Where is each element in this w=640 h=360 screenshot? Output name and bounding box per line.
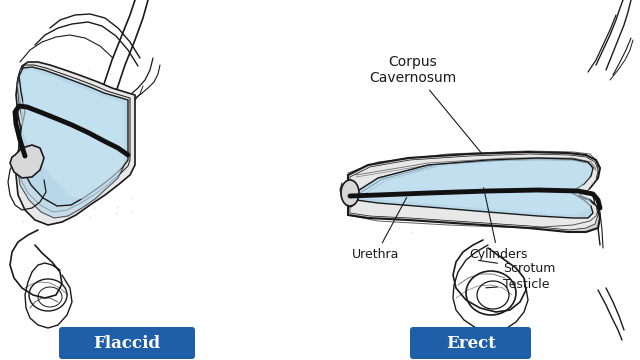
Text: Cylinders: Cylinders [469, 188, 527, 261]
Polygon shape [19, 67, 128, 206]
Polygon shape [10, 145, 44, 178]
Polygon shape [17, 65, 130, 212]
Text: Flaccid: Flaccid [93, 334, 161, 351]
FancyBboxPatch shape [410, 327, 531, 359]
Text: Erect: Erect [446, 334, 496, 351]
FancyBboxPatch shape [59, 327, 195, 359]
Polygon shape [350, 154, 598, 230]
Polygon shape [21, 70, 124, 200]
Polygon shape [17, 75, 125, 218]
Polygon shape [356, 158, 593, 218]
Polygon shape [348, 152, 600, 232]
Polygon shape [358, 160, 592, 215]
Text: Corpus
Cavernosum: Corpus Cavernosum [369, 55, 481, 153]
Text: Testicle: Testicle [486, 279, 550, 292]
Text: Urethra: Urethra [352, 197, 406, 261]
Ellipse shape [341, 180, 359, 206]
Text: Scrotum: Scrotum [479, 260, 556, 274]
Polygon shape [16, 62, 135, 225]
